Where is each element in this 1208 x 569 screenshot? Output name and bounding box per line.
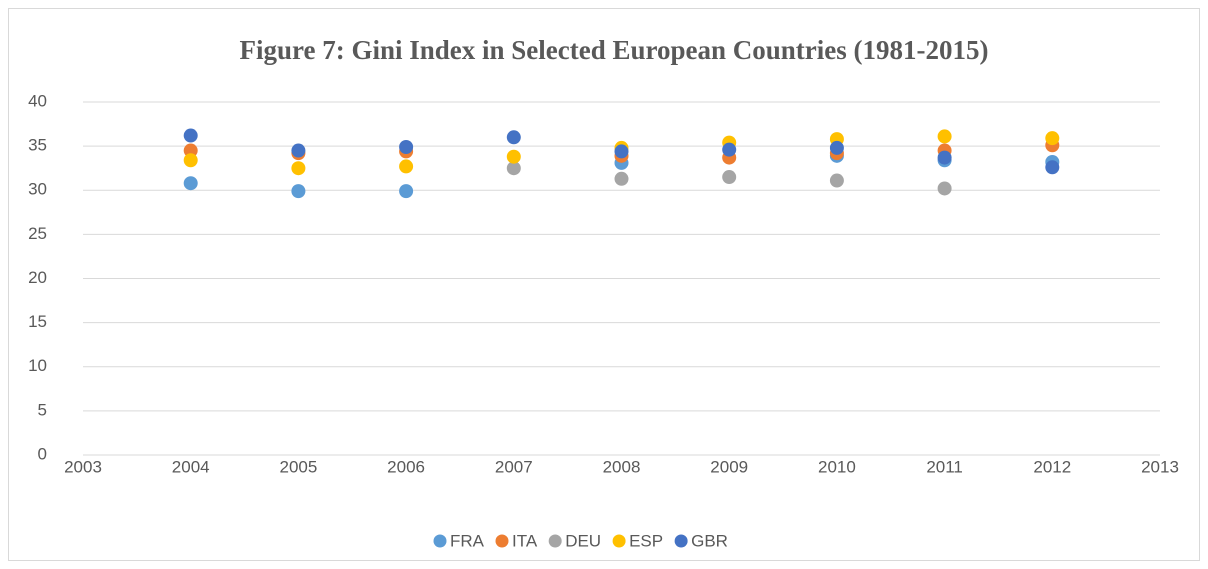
point — [183, 176, 198, 191]
y-tick-label: 10 — [28, 356, 47, 375]
point — [614, 144, 629, 159]
x-tick-label: 2003 — [64, 457, 102, 476]
point — [722, 170, 737, 185]
legend-marker — [433, 534, 447, 548]
point — [399, 184, 414, 199]
point — [506, 161, 521, 176]
x-tick-label: 2008 — [603, 457, 641, 476]
legend-marker — [495, 534, 509, 548]
x-tick-label: 2009 — [710, 457, 748, 476]
point — [1045, 131, 1060, 146]
x-tick-label: 2007 — [495, 457, 533, 476]
y-tick-label: 35 — [28, 136, 47, 155]
point — [937, 129, 952, 144]
x-tick-label: 2004 — [172, 457, 210, 476]
legend-label: ESP — [629, 531, 663, 550]
point — [937, 150, 952, 165]
legend-label: ITA — [512, 531, 538, 550]
point — [722, 142, 737, 157]
y-tick-label: 25 — [28, 224, 47, 243]
point — [829, 140, 844, 155]
point — [291, 143, 306, 158]
legend-label: FRA — [450, 531, 485, 550]
point — [183, 153, 198, 168]
point — [399, 159, 414, 174]
y-tick-label: 40 — [28, 91, 47, 110]
legend-marker — [548, 534, 562, 548]
x-tick-label: 2012 — [1033, 457, 1071, 476]
x-tick-label: 2010 — [818, 457, 856, 476]
legend-marker — [612, 534, 626, 548]
point — [183, 143, 198, 158]
point — [506, 130, 521, 145]
x-tick-label: 2013 — [1141, 457, 1179, 476]
point — [829, 173, 844, 188]
y-tick-label: 30 — [28, 180, 47, 199]
point — [506, 149, 521, 164]
y-tick-label: 15 — [28, 312, 47, 331]
point — [937, 181, 952, 196]
point — [1045, 160, 1060, 175]
chart-title: Figure 7: Gini Index in Selected Europea… — [239, 35, 988, 65]
chart-frame — [8, 8, 1200, 561]
y-tick-label: 0 — [38, 444, 47, 463]
legend-label: GBR — [691, 531, 728, 550]
point — [399, 140, 414, 155]
point — [183, 128, 198, 143]
y-tick-label: 20 — [28, 268, 47, 287]
x-tick-label: 2005 — [279, 457, 317, 476]
legend-label: DEU — [565, 531, 601, 550]
legend-marker — [674, 534, 688, 548]
point — [614, 171, 629, 186]
point — [291, 184, 306, 199]
point — [291, 161, 306, 176]
y-tick-label: 5 — [38, 400, 47, 419]
x-tick-label: 2006 — [387, 457, 425, 476]
x-tick-label: 2011 — [926, 457, 963, 476]
